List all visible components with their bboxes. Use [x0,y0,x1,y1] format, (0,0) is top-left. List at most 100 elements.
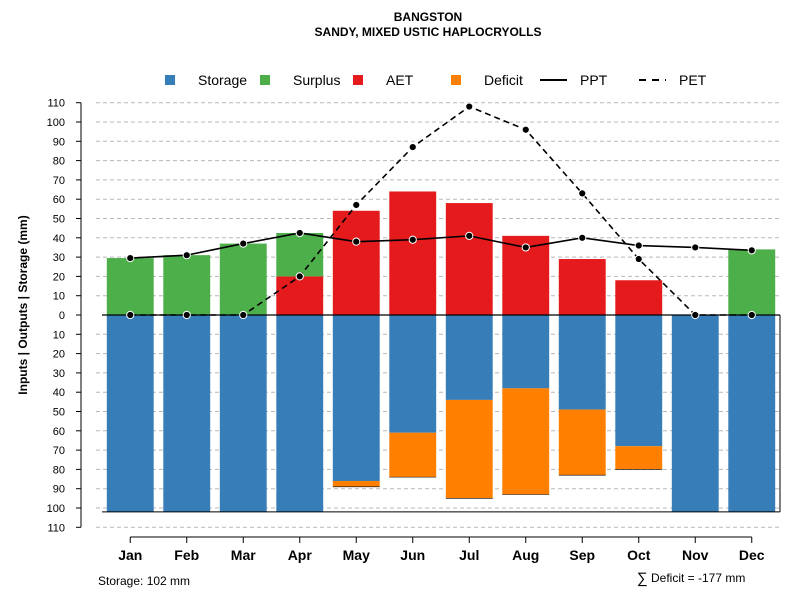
y-tick-label: 70 [53,175,65,187]
pet-line [130,105,752,316]
legend-label-pet: PET [679,72,707,88]
y-tick-label: 90 [53,136,65,148]
bar-deficit-may [332,480,380,487]
legend-label-deficit: Deficit [484,72,523,88]
y-tick-label: 100 [47,117,65,129]
pet-point-feb [182,310,191,320]
y-tick-label: 90 [53,484,65,496]
bar-surplus-jan [106,258,154,315]
bar-storage-apr [276,315,324,512]
x-tick-label-oct: Oct [627,547,651,563]
pet-point-jun [408,142,417,152]
ppt-point-mar [239,239,248,248]
pet-point-nov [691,310,700,320]
legend-key-surplus [260,75,270,85]
bar-deficit-aug [502,388,550,495]
bar-aet-jul [445,203,493,315]
y-tick-label: 40 [53,387,65,399]
bar-aet-jun [389,191,437,315]
y-tick-label: 0 [59,310,65,322]
x-tick-label-may: May [343,547,370,563]
chart-subtitle: SANDY, MIXED USTIC HAPLOCRYOLLS [315,25,542,39]
bar-storage-oct [615,315,663,447]
ppt-point-sep [578,233,587,242]
y-tick-label: 10 [53,329,65,341]
x-tick-label-sep: Sep [569,547,595,563]
y-axis-label: Inputs | Outputs | Storage (mm) [16,215,30,394]
bar-aet-apr [276,276,324,315]
y-tick-label: 50 [53,407,65,419]
bar-storage-feb [163,315,211,512]
bar-surplus-apr [276,232,324,277]
axes: 1101009080706050403020100102030405060708… [47,98,765,563]
ppt-point-dec [747,246,756,255]
ppt-point-jan [126,253,135,263]
legend-label-aet: AET [386,72,414,88]
y-tick-label: 30 [53,252,65,264]
pet-point-jan [126,310,135,320]
bar-deficit-sep [558,409,606,476]
ppt-point-oct [634,241,643,250]
legend-key-storage [165,75,175,85]
pet-point-oct [634,254,643,264]
bar-deficit-oct [615,446,663,470]
x-tick-label-jul: Jul [459,547,479,563]
x-tick-label-jun: Jun [400,547,425,563]
x-tick-label-mar: Mar [231,547,256,563]
legend-key-aet [353,75,363,85]
bar-aet-sep [558,259,606,315]
bar-storage-dec [728,315,776,512]
bar-storage-jul [445,315,493,400]
x-tick-label-feb: Feb [174,547,199,563]
y-tick-label: 60 [53,426,65,438]
ppt-point-jun [408,235,417,244]
bar-storage-jun [389,315,437,433]
x-tick-label-nov: Nov [682,547,709,563]
bar-layer [102,191,781,513]
ppt-point-may [352,237,361,246]
x-tick-label-aug: Aug [512,547,539,563]
pet-point-mar [239,310,248,320]
bar-surplus-mar [219,243,267,315]
legend-key-deficit [451,75,461,85]
bar-surplus-dec [728,249,776,315]
pet-point-dec [747,310,756,320]
bar-surplus-feb [163,255,211,315]
y-tick-label: 20 [53,349,65,361]
deficit-sum-symbol: ∑ [637,570,648,587]
line-layer [126,102,756,320]
ppt-line [130,232,752,259]
bar-storage-aug [502,315,550,389]
y-tick-label: 40 [53,233,65,245]
ppt-point-jul [465,231,474,240]
bar-aet-oct [615,280,663,315]
pet-point-may [352,200,361,210]
storage-annotation: Storage: 102 mm [98,574,190,588]
y-tick-label: 60 [53,194,65,206]
pet-point-apr [295,272,304,281]
pet-point-jul [465,102,474,111]
bar-deficit-jun [389,432,437,478]
y-tick-label: 80 [53,156,65,168]
ppt-point-apr [295,228,304,238]
deficit-annotation: Deficit = -177 mm [651,571,745,585]
y-tick-label: 110 [47,522,65,534]
pet-point-aug [521,125,530,134]
pet-point-sep [578,189,587,198]
y-tick-label: 10 [53,291,65,303]
y-tick-label: 80 [53,464,65,476]
chart-legend: Storage Surplus AET Deficit PPT PET [165,72,707,88]
chart-title: BANGSTON [394,10,462,24]
legend-label-ppt: PPT [580,72,608,88]
legend-label-storage: Storage [198,72,247,88]
x-tick-label-dec: Dec [739,547,765,563]
bar-storage-jan [106,315,154,512]
ppt-point-aug [521,243,530,252]
x-tick-label-apr: Apr [288,547,313,563]
ppt-point-feb [182,251,191,260]
bar-aet-may [332,210,380,315]
y-tick-label: 50 [53,214,65,226]
y-tick-label: 20 [53,271,65,283]
